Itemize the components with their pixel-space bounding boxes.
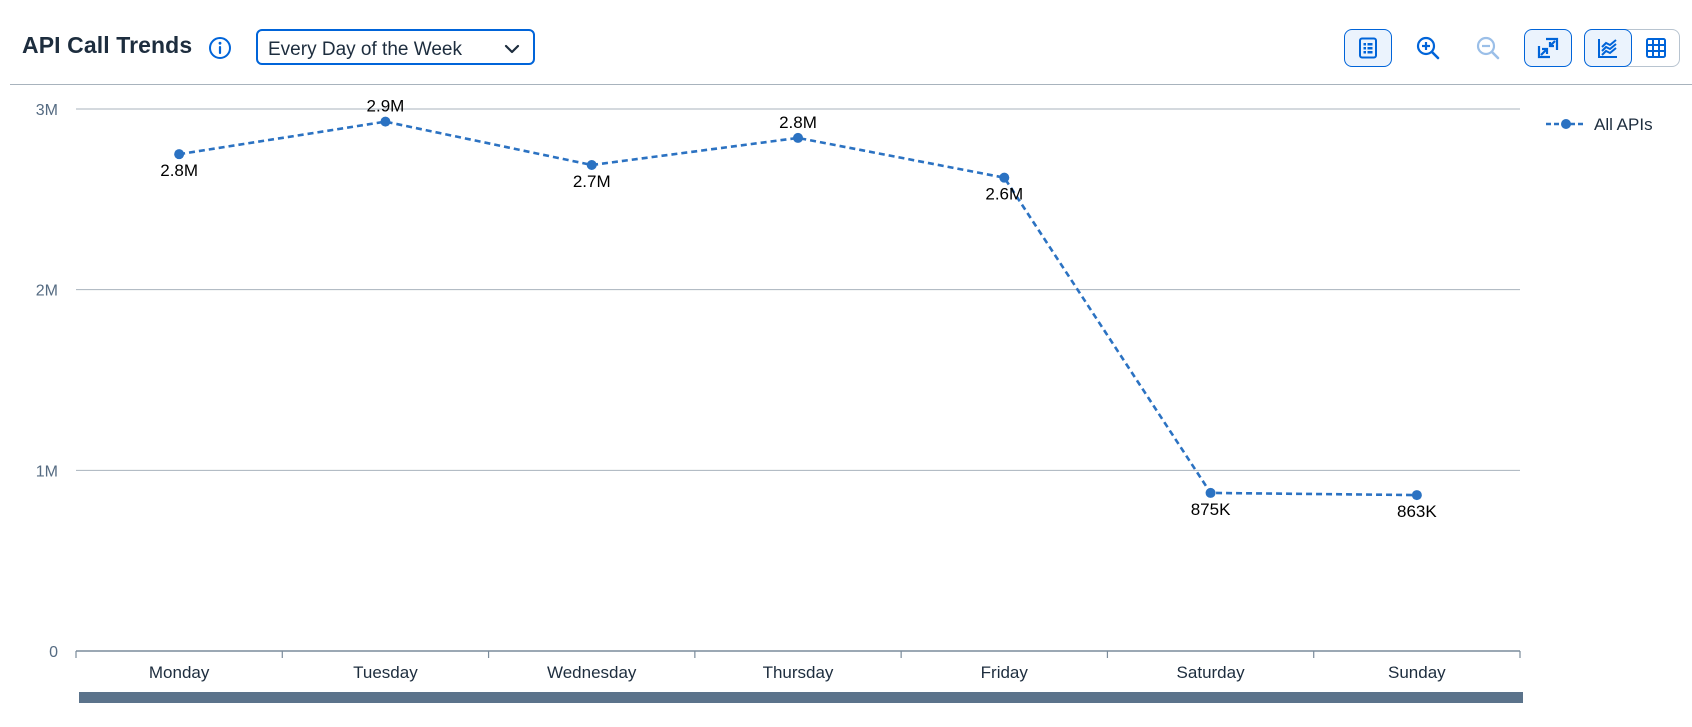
chart-legend[interactable]: All APIs <box>1546 115 1653 134</box>
x-category-label: Sunday <box>1388 663 1446 682</box>
header-divider <box>10 84 1692 85</box>
zoom-out-icon <box>1476 36 1500 60</box>
chart-axes: 0 1M 2M 3M Monday Tuesday Wednesday Thursday Fri… <box>36 102 1521 682</box>
data-point <box>1205 487 1216 498</box>
period-select[interactable]: Every Day of the Week <box>256 29 535 65</box>
x-category-label: Wednesday <box>547 663 637 682</box>
table-view-icon <box>1646 38 1666 58</box>
view-toggle-group <box>1584 29 1680 67</box>
info-icon[interactable] <box>208 36 232 60</box>
table-view-button[interactable] <box>1632 29 1680 67</box>
chart-view-button[interactable] <box>1584 29 1632 67</box>
zoom-out-button[interactable] <box>1464 29 1512 67</box>
data-point <box>586 160 597 171</box>
zoom-in-button[interactable] <box>1404 29 1452 67</box>
list-view-button[interactable] <box>1344 29 1392 67</box>
chart-gridlines <box>76 108 1520 471</box>
list-view-icon <box>1359 37 1377 59</box>
y-tick-label: 2M <box>36 283 58 300</box>
x-category-label: Tuesday <box>353 663 418 682</box>
y-tick-label: 0 <box>49 644 58 661</box>
data-label: 863K <box>1397 502 1437 521</box>
x-category-label: Monday <box>149 663 210 682</box>
legend-marker <box>1561 119 1571 129</box>
legend-label: All APIs <box>1594 115 1653 134</box>
data-point <box>793 132 803 143</box>
data-label: 2.8M <box>779 113 817 132</box>
data-point <box>999 172 1010 183</box>
y-tick-label: 3M <box>36 102 58 119</box>
collapse-icon <box>1537 37 1559 59</box>
chevron-down-icon <box>503 40 521 58</box>
chart-title: API Call Trends <box>22 32 193 58</box>
data-label: 2.8M <box>160 161 198 180</box>
chart-scrollbar[interactable] <box>79 692 1523 703</box>
data-label: 2.6M <box>985 185 1023 204</box>
zoom-in-icon <box>1416 36 1440 60</box>
x-category-label: Thursday <box>763 663 834 682</box>
collapse-button[interactable] <box>1524 29 1572 67</box>
x-category-label: Saturday <box>1177 663 1246 682</box>
line-chart: 0 1M 2M 3M Monday Tuesday Wednesday Thursday Fri… <box>36 97 1653 703</box>
data-point <box>1411 490 1422 501</box>
series-line <box>178 120 1417 497</box>
data-point <box>174 149 185 160</box>
period-select-value: Every Day of the Week <box>268 39 462 60</box>
data-point <box>380 116 391 127</box>
data-label: 875K <box>1191 500 1231 519</box>
data-label: 2.7M <box>573 172 611 191</box>
data-label: 2.9M <box>367 97 405 116</box>
y-tick-label: 1M <box>36 463 58 480</box>
x-category-label: Friday <box>981 663 1029 682</box>
chart-data-labels: 2.8M 2.9M 2.7M 2.8M 2.6M 875K 863K <box>160 97 1437 521</box>
chart-series <box>174 116 1422 501</box>
chart-header: API Call Trends Every Day of the Week <box>0 0 1692 84</box>
line-chart-icon <box>1598 39 1617 58</box>
